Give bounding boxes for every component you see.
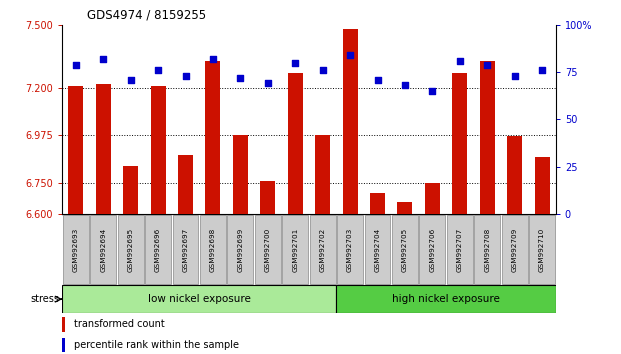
Text: high nickel exposure: high nickel exposure bbox=[392, 294, 500, 304]
Bar bbox=[62, 317, 65, 332]
Point bbox=[181, 73, 191, 79]
Text: stress: stress bbox=[30, 294, 59, 304]
Point bbox=[537, 67, 547, 73]
Text: percentile rank within the sample: percentile rank within the sample bbox=[75, 339, 239, 350]
Text: GSM992698: GSM992698 bbox=[210, 227, 216, 272]
Bar bbox=[200, 215, 226, 284]
Bar bbox=[507, 136, 522, 214]
Bar bbox=[452, 73, 468, 214]
Bar bbox=[283, 215, 308, 284]
Text: transformed count: transformed count bbox=[75, 319, 165, 329]
Text: GSM992708: GSM992708 bbox=[484, 227, 490, 272]
Text: GSM992696: GSM992696 bbox=[155, 227, 161, 272]
Bar bbox=[310, 215, 335, 284]
Text: GSM992705: GSM992705 bbox=[402, 227, 408, 272]
Bar bbox=[150, 86, 166, 214]
Bar bbox=[118, 215, 143, 284]
Text: GSM992707: GSM992707 bbox=[457, 227, 463, 272]
Point bbox=[455, 58, 465, 64]
Text: GSM992697: GSM992697 bbox=[183, 227, 189, 272]
Text: GSM992695: GSM992695 bbox=[128, 227, 134, 272]
Bar bbox=[479, 61, 495, 214]
Bar bbox=[370, 193, 385, 214]
Text: GDS4974 / 8159255: GDS4974 / 8159255 bbox=[87, 8, 206, 21]
Bar bbox=[62, 285, 337, 313]
Bar bbox=[315, 135, 330, 214]
Text: GSM992693: GSM992693 bbox=[73, 227, 79, 272]
Bar bbox=[337, 215, 363, 284]
Text: GSM992702: GSM992702 bbox=[320, 227, 325, 272]
Point bbox=[400, 82, 410, 88]
Bar bbox=[419, 215, 445, 284]
Bar bbox=[535, 157, 550, 214]
Bar bbox=[178, 155, 193, 214]
Point bbox=[318, 67, 328, 73]
Bar bbox=[90, 215, 116, 284]
Bar bbox=[425, 183, 440, 214]
Bar bbox=[392, 215, 418, 284]
Bar bbox=[173, 215, 199, 284]
Bar bbox=[288, 73, 303, 214]
Point bbox=[153, 67, 163, 73]
Bar bbox=[255, 215, 281, 284]
Bar bbox=[260, 181, 275, 214]
Bar bbox=[206, 61, 220, 214]
Bar bbox=[233, 135, 248, 214]
Bar bbox=[62, 338, 65, 352]
Text: GSM992694: GSM992694 bbox=[100, 227, 106, 272]
Bar bbox=[343, 29, 358, 214]
Point bbox=[235, 75, 245, 81]
Bar bbox=[529, 215, 555, 284]
Point bbox=[510, 73, 520, 79]
Text: GSM992706: GSM992706 bbox=[429, 227, 435, 272]
Point bbox=[208, 56, 218, 62]
Text: GSM992699: GSM992699 bbox=[237, 227, 243, 272]
Text: GSM992700: GSM992700 bbox=[265, 227, 271, 272]
Text: low nickel exposure: low nickel exposure bbox=[148, 294, 251, 304]
Bar bbox=[227, 215, 253, 284]
Text: GSM992701: GSM992701 bbox=[292, 227, 298, 272]
Point bbox=[373, 77, 383, 82]
Bar bbox=[96, 84, 111, 214]
Point bbox=[427, 88, 437, 94]
Bar bbox=[365, 215, 391, 284]
Bar bbox=[474, 215, 500, 284]
Bar bbox=[397, 201, 412, 214]
Point bbox=[71, 62, 81, 67]
Bar bbox=[123, 166, 138, 214]
Text: GSM992709: GSM992709 bbox=[512, 227, 518, 272]
Point bbox=[290, 60, 300, 65]
Bar bbox=[502, 215, 528, 284]
Bar bbox=[145, 215, 171, 284]
Bar bbox=[337, 285, 556, 313]
Text: GSM992704: GSM992704 bbox=[374, 227, 381, 272]
Point bbox=[483, 62, 492, 67]
Point bbox=[98, 56, 108, 62]
Bar bbox=[447, 215, 473, 284]
Bar bbox=[68, 86, 83, 214]
Point bbox=[345, 52, 355, 58]
Point bbox=[125, 77, 135, 82]
Bar bbox=[63, 215, 89, 284]
Text: GSM992703: GSM992703 bbox=[347, 227, 353, 272]
Text: GSM992710: GSM992710 bbox=[539, 227, 545, 272]
Point bbox=[263, 81, 273, 86]
